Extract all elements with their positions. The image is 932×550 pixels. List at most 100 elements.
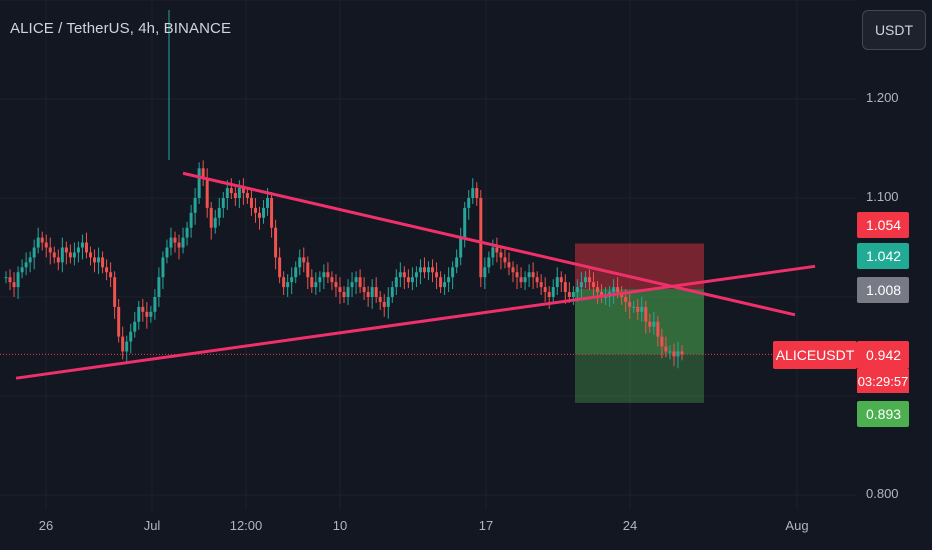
candle-body [217, 207, 221, 218]
candle-body [157, 277, 161, 297]
candle-body [600, 292, 604, 297]
candle-body [229, 188, 233, 194]
candle-body [105, 267, 109, 273]
candle-body [221, 198, 225, 208]
candle-body [350, 282, 354, 288]
candle-body [117, 306, 121, 337]
candle-body [249, 198, 253, 208]
candle-body [439, 277, 443, 288]
candle-body [418, 267, 422, 273]
candle-body [101, 257, 105, 268]
candle-body [515, 272, 519, 278]
candle-body [310, 277, 314, 288]
candle-body [169, 237, 173, 248]
last-price-tag: 0.942 [857, 341, 909, 369]
candle-body [189, 212, 193, 228]
candle-body [346, 287, 350, 297]
candle-body [245, 193, 249, 198]
candle-body [181, 237, 185, 248]
candle-body [435, 272, 439, 278]
candle-body [330, 277, 334, 283]
candle-body [97, 257, 101, 263]
candle-body [258, 212, 261, 218]
candle-body [483, 267, 487, 278]
candle-body [571, 292, 575, 297]
candle-body [36, 237, 40, 248]
y-tick-label: 1.200 [866, 90, 899, 105]
candle-body [354, 277, 358, 283]
candle-body [559, 277, 563, 283]
candle-body [322, 272, 326, 278]
candle-body [632, 306, 636, 308]
candle-body [133, 321, 137, 332]
candle-body [68, 252, 72, 258]
candle-body [648, 321, 652, 327]
candle-body [274, 227, 278, 258]
candle-body [519, 277, 523, 283]
y-tick-label: 0.800 [866, 486, 899, 501]
candle-body [628, 301, 632, 307]
candle-body [672, 351, 676, 357]
candle-body [624, 297, 628, 302]
trendlines [15, 171, 816, 380]
candle-body [262, 207, 266, 218]
trendline-resistance [182, 171, 796, 317]
entry-price-tag: 1.008 [857, 277, 909, 303]
candle-body [555, 277, 559, 288]
profit-zone [575, 354, 704, 403]
candle-body [205, 178, 209, 208]
candle-body [563, 282, 567, 293]
candle-body [185, 227, 189, 238]
candle-body [579, 282, 583, 288]
candle-body [386, 297, 390, 307]
candle-body [398, 272, 402, 278]
currency-button[interactable]: USDT [862, 10, 926, 50]
candle-body [40, 237, 44, 243]
x-tick-label: Aug [785, 518, 809, 533]
candle-body [121, 336, 125, 352]
candle-body [656, 321, 660, 337]
candle-body [145, 311, 149, 317]
candle-body [471, 188, 475, 198]
candle-body [455, 257, 459, 268]
candle-body [463, 207, 467, 238]
candle-body [523, 277, 527, 283]
candle-body [640, 306, 644, 312]
candle-body [52, 252, 56, 258]
profit-zone-active [575, 289, 704, 355]
candle-body [24, 262, 28, 268]
position-zones [575, 243, 704, 403]
candle-body [543, 287, 547, 293]
candle-body [370, 287, 374, 297]
entry-upper-price-tag: 1.042 [857, 243, 909, 269]
candle-body [109, 272, 113, 278]
candle-body [358, 277, 362, 288]
candle-body [201, 168, 205, 179]
candle-body [636, 306, 640, 312]
candle-body [282, 277, 286, 288]
candle-body [342, 292, 346, 297]
candle-body [551, 287, 555, 297]
candle-body [80, 242, 84, 248]
candle-body [499, 252, 503, 258]
candle-body [527, 272, 531, 278]
candle-body [459, 237, 463, 258]
candle-body [531, 272, 535, 278]
x-tick-label: 10 [332, 518, 348, 533]
candle-body [382, 301, 386, 307]
candle-body [680, 351, 684, 355]
candle-body [56, 257, 60, 263]
candle-body [487, 257, 491, 268]
candle-body [431, 267, 435, 273]
candle-body [241, 188, 245, 194]
candle-body [591, 282, 595, 288]
candles [4, 10, 684, 369]
x-tick-label: 17 [478, 518, 494, 533]
candle-body [362, 287, 366, 293]
candle-body [193, 198, 197, 213]
candle-body [294, 267, 298, 278]
candle-body [113, 277, 117, 307]
chart-grid [0, 0, 857, 510]
candle-body [583, 277, 587, 283]
